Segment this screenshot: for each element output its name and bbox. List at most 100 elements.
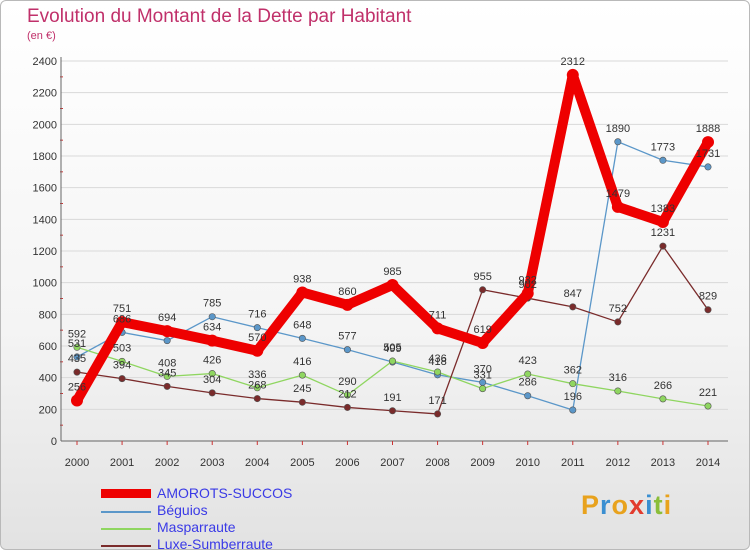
data-label: 423 [519,355,537,367]
data-point [569,380,577,388]
data-point [611,200,624,213]
x-tick-label: 2002 [155,457,179,469]
data-label: 1479 [606,188,630,200]
y-tick-label: 1000 [33,278,57,290]
data-label: 266 [654,380,672,392]
data-label: 531 [68,338,86,350]
data-point [208,313,216,321]
legend-label: Luxe-Sumberraute [157,536,273,550]
data-point [161,325,174,338]
data-point [343,403,351,411]
data-point [208,370,216,378]
data-point [524,392,532,400]
data-label: 932 [519,274,537,286]
y-tick-label: 1600 [33,183,57,195]
series-layer [71,68,714,418]
data-point [704,306,712,314]
chart-title: Evolution du Montant de la Dette par Hab… [27,6,412,27]
data-point [73,353,81,361]
data-point [704,163,712,171]
data-label: 268 [248,380,266,392]
data-label: 955 [473,271,491,283]
data-label: 985 [383,266,401,278]
data-label: 191 [383,392,401,404]
data-point [479,385,487,393]
data-label: 331 [473,370,491,382]
data-label: 1890 [606,123,630,135]
data-point [566,68,579,81]
data-label: 221 [699,387,717,399]
data-label: 426 [203,355,221,367]
data-label: 829 [699,291,717,303]
logo-letter: x [629,490,646,520]
data-label: 1888 [696,123,720,135]
data-label: 694 [158,312,176,324]
y-tick-label: 200 [39,404,57,416]
x-tick-label: 2007 [380,457,404,469]
data-point [341,298,354,311]
x-tick-label: 2013 [651,457,675,469]
data-label: 503 [113,342,131,354]
data-point [73,343,81,351]
data-point [163,337,171,345]
data-label: 648 [293,319,311,331]
data-point [614,318,622,326]
data-point [614,387,622,395]
data-label: 592 [68,328,86,340]
data-point [73,368,81,376]
y-tick-label: 2400 [33,56,57,68]
data-label: 245 [293,383,311,395]
data-point [434,368,442,376]
legend-swatch [101,489,151,498]
data-point [569,303,577,311]
proxiti-logo: Proxiti [581,490,672,521]
data-point [476,336,489,349]
data-label: 785 [203,298,221,310]
logo-letter: r [600,490,612,520]
data-label: 570 [248,332,266,344]
data-point [71,394,83,407]
data-label: 304 [203,374,221,386]
data-point [251,344,264,357]
data-point [296,286,309,299]
data-label: 336 [248,369,266,381]
data-label: 290 [338,376,356,388]
data-label: 212 [338,388,356,400]
logo-letter: o [611,490,630,520]
x-tick-label: 2010 [515,457,539,469]
data-point [659,156,667,164]
data-label: 499 [383,343,401,355]
y-tick-label: 2000 [33,119,57,131]
x-tick-label: 2001 [110,457,134,469]
x-tick-label: 2004 [245,457,269,469]
x-tick-label: 2014 [696,457,720,469]
data-point [386,279,399,292]
chart-subtitle: (en €) [27,30,56,42]
data-label: 418 [428,356,446,368]
data-point [659,395,667,403]
x-tick-label: 2000 [65,457,89,469]
y-tick-label: 1200 [33,246,57,258]
data-label: 902 [519,279,537,291]
data-label: 345 [158,367,176,379]
data-labels-layer: 531 686 785 716 648 577 499 418 370 286 196 1890 177… [68,56,720,407]
data-point [569,406,577,414]
data-point [208,389,216,397]
x-tick-label: 2012 [606,457,630,469]
logo-letter: i [645,490,654,520]
data-point [253,395,261,403]
y-tick-label: 1400 [33,214,57,226]
data-label: 316 [609,372,627,384]
y-tick-label: 800 [39,309,57,321]
y-tick-label: 1800 [33,151,57,163]
data-point [614,138,622,146]
data-label: 436 [428,353,446,365]
data-point [116,316,129,329]
x-tick-label: 2005 [290,457,314,469]
data-point [343,391,351,399]
data-point [524,370,532,378]
data-point [298,334,306,342]
x-tick-label: 2009 [470,457,494,469]
